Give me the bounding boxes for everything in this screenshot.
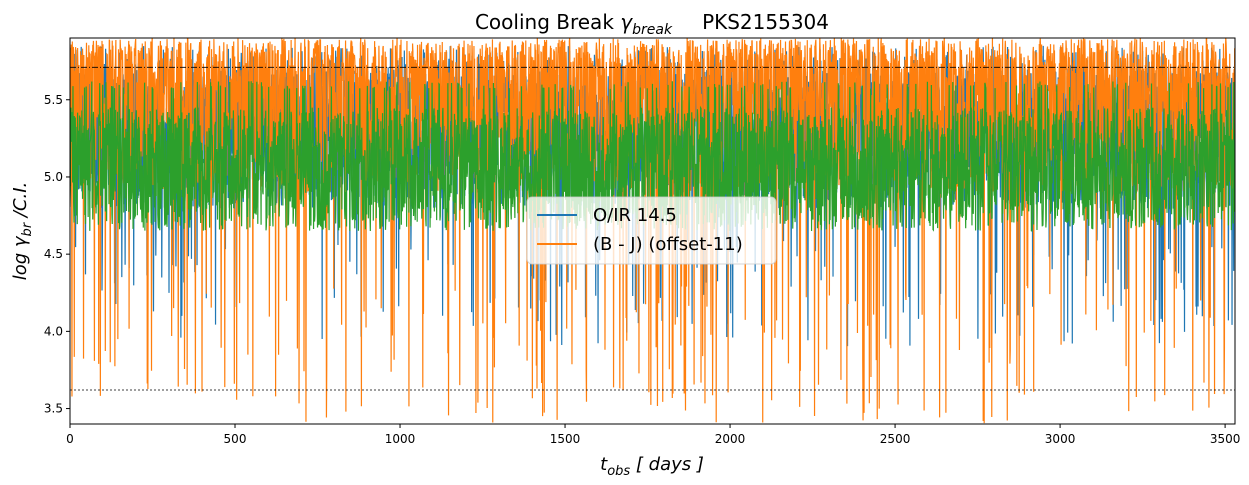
- x-axis-ticks: 0 500 1000 1500 2000 2500 3000 3500: [66, 424, 1240, 446]
- legend-label-bj: (B - J) (offset-11): [593, 234, 743, 255]
- x-tick-label: 1500: [550, 432, 581, 446]
- title-symbol-sub: break: [632, 22, 673, 38]
- y-axis-ticks: 3.5 4.0 4.5 5.0 5.5: [44, 93, 70, 416]
- chart-title: Cooling Break γbreak PKS2155304: [475, 10, 829, 38]
- x-tick-label: 500: [224, 432, 247, 446]
- x-tick-label: 0: [66, 432, 74, 446]
- y-tick-label: 3.5: [44, 402, 63, 416]
- y-tick-label: 4.5: [44, 247, 63, 261]
- y-tick-label: 5.0: [44, 170, 63, 184]
- x-tick-label: 1000: [385, 432, 416, 446]
- reference-lines: [70, 66, 1235, 391]
- y-tick-label: 5.5: [44, 93, 63, 107]
- title-source: PKS2155304: [702, 10, 829, 34]
- x-axis-label: tobs [ days ]: [600, 454, 704, 479]
- legend: O/IR 14.5 (B - J) (offset-11): [526, 196, 777, 265]
- y-tick-label: 4.0: [44, 324, 63, 338]
- xlabel-sub: obs: [607, 464, 630, 479]
- plot-frame: [69, 37, 1236, 425]
- series-line-2: [70, 81, 1235, 232]
- x-tick-label: 2500: [880, 432, 911, 446]
- title-symbol: γ: [620, 10, 633, 34]
- xlabel-unit: [ days ]: [630, 454, 704, 475]
- ylabel-tail: /C.I.: [10, 182, 31, 223]
- x-tick-label: 3000: [1045, 432, 1076, 446]
- series-line-1: [70, 38, 1235, 424]
- x-tick-label: 2000: [715, 432, 746, 446]
- x-tick-label: 3500: [1210, 432, 1241, 446]
- xlabel-main: t: [600, 454, 608, 475]
- ylabel-text: log γ: [10, 235, 31, 280]
- y-axis-label: log γbr /C.I.: [10, 182, 35, 281]
- legend-label-oir: O/IR 14.5: [593, 205, 677, 226]
- legend-box: [526, 196, 777, 265]
- title-prefix: Cooling Break: [475, 10, 620, 34]
- ylabel-sub: br: [20, 221, 35, 236]
- series-layer: [70, 38, 1235, 424]
